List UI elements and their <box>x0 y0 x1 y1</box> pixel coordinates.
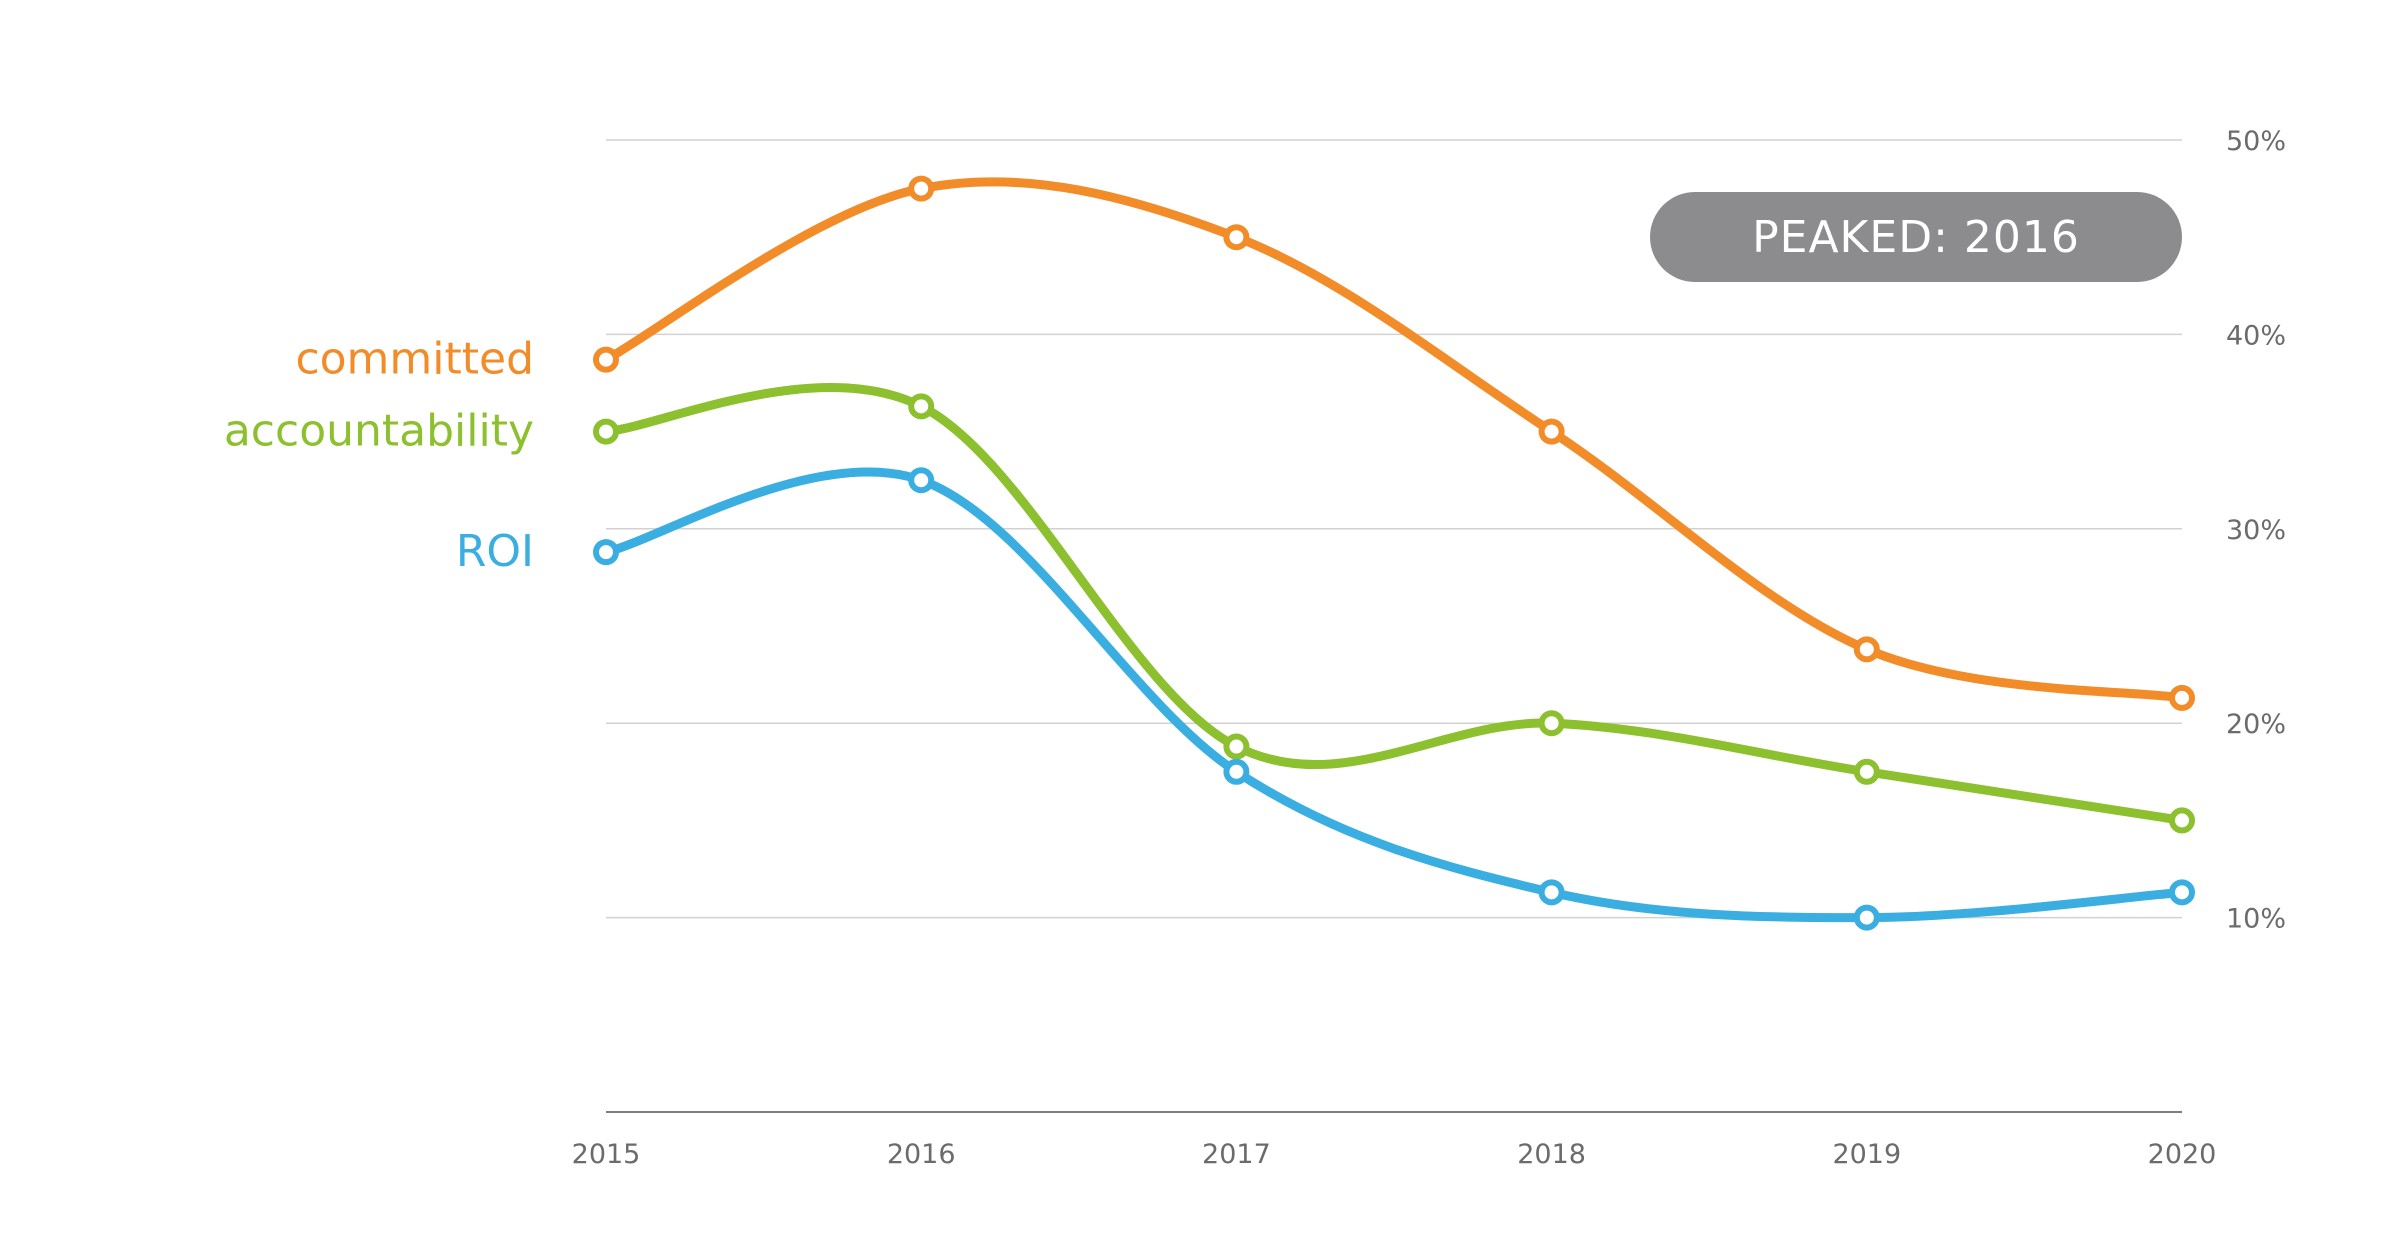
series-line-roi <box>601 467 2187 923</box>
y-tick-label: 40% <box>2226 320 2286 351</box>
data-point-committed <box>908 175 935 202</box>
x-axis-ticks: 2015 2016 2017 2018 2019 2020 <box>572 1139 2217 1170</box>
data-point-committed <box>1223 224 1250 251</box>
y-tick-label: 20% <box>2226 709 2286 740</box>
series-line-accountability <box>601 383 2187 825</box>
data-point-accountability <box>908 393 935 420</box>
data-point-committed <box>1538 418 1565 445</box>
series-line-committed <box>601 177 2187 703</box>
data-point-roi <box>1853 904 1880 931</box>
x-tick-label: 2015 <box>572 1139 641 1170</box>
data-point-roi <box>593 539 619 566</box>
series-lines <box>593 175 2195 931</box>
y-axis-ticks: 10% 20% 30% 40% 50% <box>2226 126 2286 935</box>
series-label-roi: ROI <box>456 526 534 577</box>
x-tick-label: 2020 <box>2148 1139 2217 1170</box>
data-point-accountability <box>1223 733 1250 760</box>
series-label-accountability: accountability <box>224 406 534 457</box>
data-point-committed <box>593 346 619 373</box>
data-point-roi <box>1538 879 1565 906</box>
data-point-committed <box>1853 636 1880 663</box>
y-tick-label: 10% <box>2226 904 2286 935</box>
x-tick-label: 2016 <box>887 1139 956 1170</box>
data-point-accountability <box>1853 758 1880 785</box>
annotation-badge <box>1650 192 2182 282</box>
series-label-committed: committed <box>295 334 534 385</box>
data-point-roi <box>908 467 935 494</box>
y-tick-label: 30% <box>2226 515 2286 546</box>
data-point-roi <box>2169 879 2195 906</box>
y-tick-label: 50% <box>2226 126 2286 157</box>
data-point-roi <box>1223 758 1250 785</box>
x-tick-label: 2018 <box>1517 1139 1586 1170</box>
annotation-text: PEAKED: 2016 <box>1752 212 2080 263</box>
x-tick-label: 2019 <box>1832 1139 1901 1170</box>
series-labels: committed accountability ROI <box>224 334 534 577</box>
data-point-accountability <box>593 418 619 445</box>
data-point-committed <box>2169 684 2195 711</box>
x-tick-label: 2017 <box>1202 1139 1271 1170</box>
data-point-accountability <box>1538 710 1565 737</box>
peaked-annotation: PEAKED: 2016 <box>1650 192 2182 282</box>
data-point-accountability <box>2169 807 2195 834</box>
